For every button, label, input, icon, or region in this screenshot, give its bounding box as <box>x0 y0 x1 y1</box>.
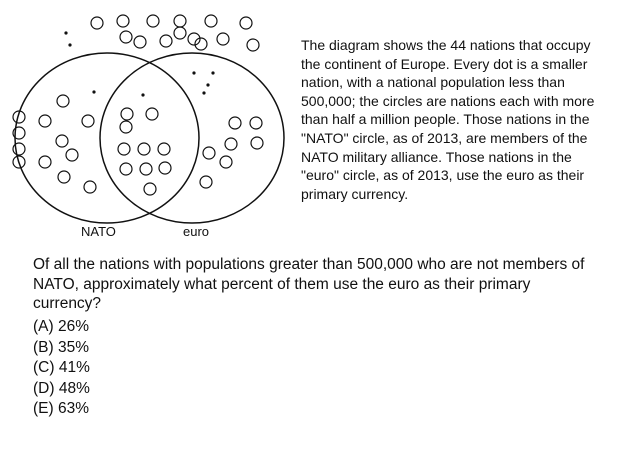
large-nation-circle <box>137 142 151 156</box>
large-nation-circle <box>12 155 26 169</box>
answer-choice: (D) 48% <box>33 379 90 397</box>
large-nation-circle <box>204 14 218 28</box>
euro-set-label: euro <box>183 224 209 239</box>
large-nation-circle <box>12 126 26 140</box>
small-nation-dot <box>206 83 210 87</box>
large-nation-circle <box>202 146 216 160</box>
large-nation-circle <box>219 155 233 169</box>
large-nation-circle <box>139 162 153 176</box>
large-nation-circle <box>119 120 133 134</box>
large-nation-circle <box>173 14 187 28</box>
answer-choices: (A) 26% (B) 35% (C) 41% (D) 48% (E) 63% <box>33 317 90 420</box>
nato-set-label: NATO <box>81 224 116 239</box>
small-nation-dot <box>64 31 68 35</box>
large-nation-circle <box>119 30 133 44</box>
large-nation-circle <box>116 14 130 28</box>
small-nation-dot <box>68 43 72 47</box>
answer-choice: (E) 63% <box>33 400 89 417</box>
large-nation-circle <box>55 134 69 148</box>
large-nation-circle <box>90 16 104 30</box>
small-nation-dot <box>192 71 196 75</box>
large-nation-circle <box>250 136 264 150</box>
answer-choice: (C) 41% <box>33 359 90 376</box>
question-text: Of all the nations with populations grea… <box>33 256 585 312</box>
large-nation-circle <box>12 142 26 156</box>
small-nation-dot <box>141 93 145 97</box>
large-nation-circle <box>56 94 70 108</box>
euro-set-circle <box>99 52 285 224</box>
diagram-description: The diagram shows the 44 nations that oc… <box>301 37 595 202</box>
large-nation-circle <box>224 137 238 151</box>
small-nation-dot <box>211 71 215 75</box>
large-nation-circle <box>194 37 208 51</box>
large-nation-circle <box>159 34 173 48</box>
large-nation-circle <box>83 180 97 194</box>
large-nation-circle <box>246 38 260 52</box>
large-nation-circle <box>119 162 133 176</box>
large-nation-circle <box>187 32 201 46</box>
small-nation-dot <box>202 91 206 95</box>
large-nation-circle <box>81 114 95 128</box>
large-nation-circle <box>38 114 52 128</box>
large-nation-circle <box>65 148 79 162</box>
large-nation-circle <box>228 116 242 130</box>
large-nation-circle <box>173 26 187 40</box>
large-nation-circle <box>157 142 171 156</box>
large-nation-circle <box>249 116 263 130</box>
answer-choice: (B) 35% <box>33 338 89 356</box>
large-nation-circle <box>216 32 230 46</box>
large-nation-circle <box>120 107 134 121</box>
large-nation-circle <box>133 35 147 49</box>
large-nation-circle <box>143 182 157 196</box>
answer-choice: (A) 26% <box>33 318 89 335</box>
large-nation-circle <box>199 175 213 189</box>
nato-set-circle <box>14 52 200 224</box>
large-nation-circle <box>38 155 52 169</box>
small-nation-dot <box>92 90 96 94</box>
large-nation-circle <box>57 170 71 184</box>
large-nation-circle <box>12 110 26 124</box>
large-nation-circle <box>117 142 131 156</box>
venn-diagram: NATO euro <box>12 14 285 239</box>
large-nation-circle <box>146 14 160 28</box>
large-nation-circle <box>158 161 172 175</box>
large-nation-circle <box>145 107 159 121</box>
large-nation-circle <box>239 16 253 30</box>
